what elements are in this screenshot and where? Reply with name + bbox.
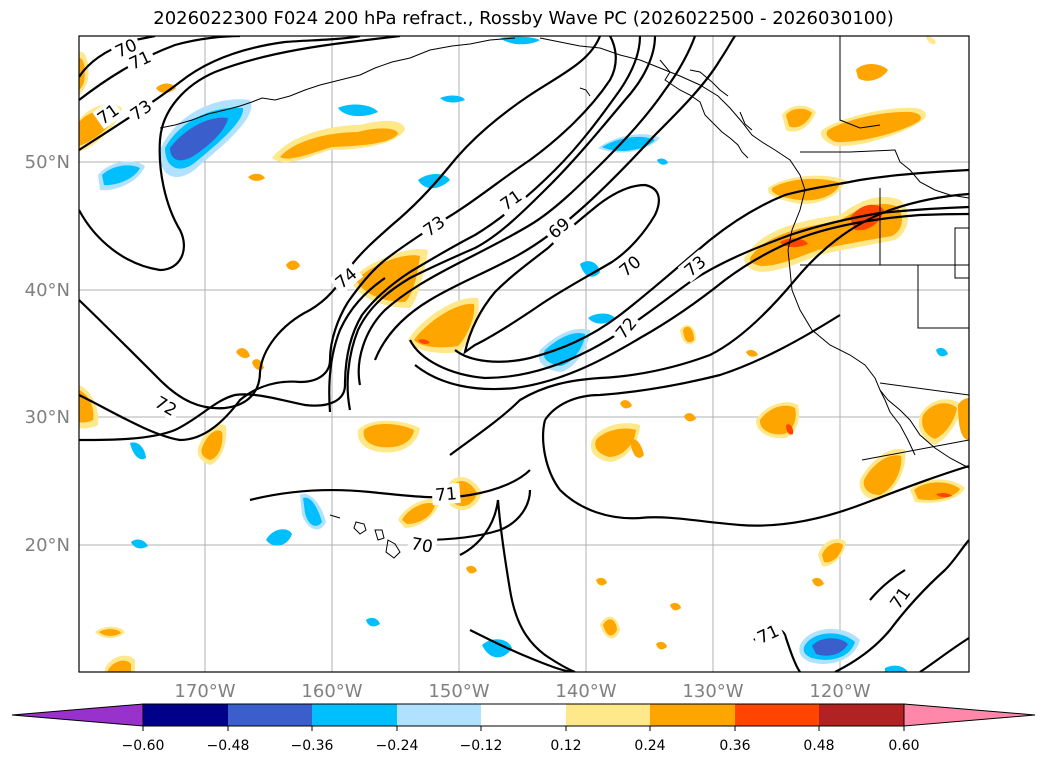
colorbar-bin: [397, 704, 481, 726]
map-frame: [78, 35, 970, 673]
contour-label: 71: [434, 484, 457, 506]
colorbar-bin: [735, 704, 819, 726]
latitude-labels: 50°N 40°N 30°N 20°N: [25, 152, 70, 556]
colorbar-bin: [566, 704, 650, 726]
contour-label: 70: [409, 534, 434, 557]
colorbar: −0.60 −0.48 −0.36 −0.24 −0.12 0.12 0.24 …: [11, 703, 1036, 754]
colorbar-tick-label: −0.36: [291, 738, 334, 754]
colorbar-tick-label: 0.12: [550, 738, 581, 754]
lon-label-160w: 160°W: [301, 681, 362, 702]
map-title: 2026022300 F024 200 hPa refract., Rossby…: [153, 8, 894, 29]
colorbar-tick-label: 0.48: [803, 738, 834, 754]
colorbar-bin: [481, 704, 566, 726]
colorbar-over-triangle: [903, 703, 1036, 727]
lat-label-50n: 50°N: [25, 152, 70, 173]
colorbar-tick-label: −0.60: [122, 738, 165, 754]
lat-label-20n: 20°N: [25, 535, 70, 556]
colorbar-tick-label: −0.24: [376, 738, 419, 754]
colorbar-bin: [312, 704, 397, 726]
colorbar-bin: [819, 704, 904, 726]
lat-label-40n: 40°N: [25, 280, 70, 301]
colorbar-tick-label: −0.48: [207, 738, 250, 754]
colorbar-bin: [143, 704, 228, 726]
colorbar-tick-label: 0.60: [888, 738, 919, 754]
colorbar-tick-label: 0.36: [719, 738, 750, 754]
colorbar-ticks: [142, 726, 905, 731]
colorbar-under-triangle: [11, 703, 144, 727]
lat-label-30n: 30°N: [25, 407, 70, 428]
longitude-labels: 170°W 160°W 150°W 140°W 130°W 120°W: [174, 681, 870, 702]
colorbar-tick-label: 0.24: [634, 738, 665, 754]
contour-lines: [79, 36, 969, 672]
colorbar-bin: [650, 704, 735, 726]
lon-label-140w: 140°W: [555, 681, 616, 702]
lon-label-150w: 150°W: [428, 681, 489, 702]
colorbar-outline: [142, 703, 905, 727]
lon-label-120w: 120°W: [809, 681, 870, 702]
colorbar-tick-label: −0.12: [460, 738, 503, 754]
lon-label-170w: 170°W: [174, 681, 235, 702]
map-background: [79, 36, 969, 672]
lon-label-130w: 130°W: [682, 681, 743, 702]
colorbar-bin: [228, 704, 312, 726]
coastlines: [159, 36, 969, 559]
